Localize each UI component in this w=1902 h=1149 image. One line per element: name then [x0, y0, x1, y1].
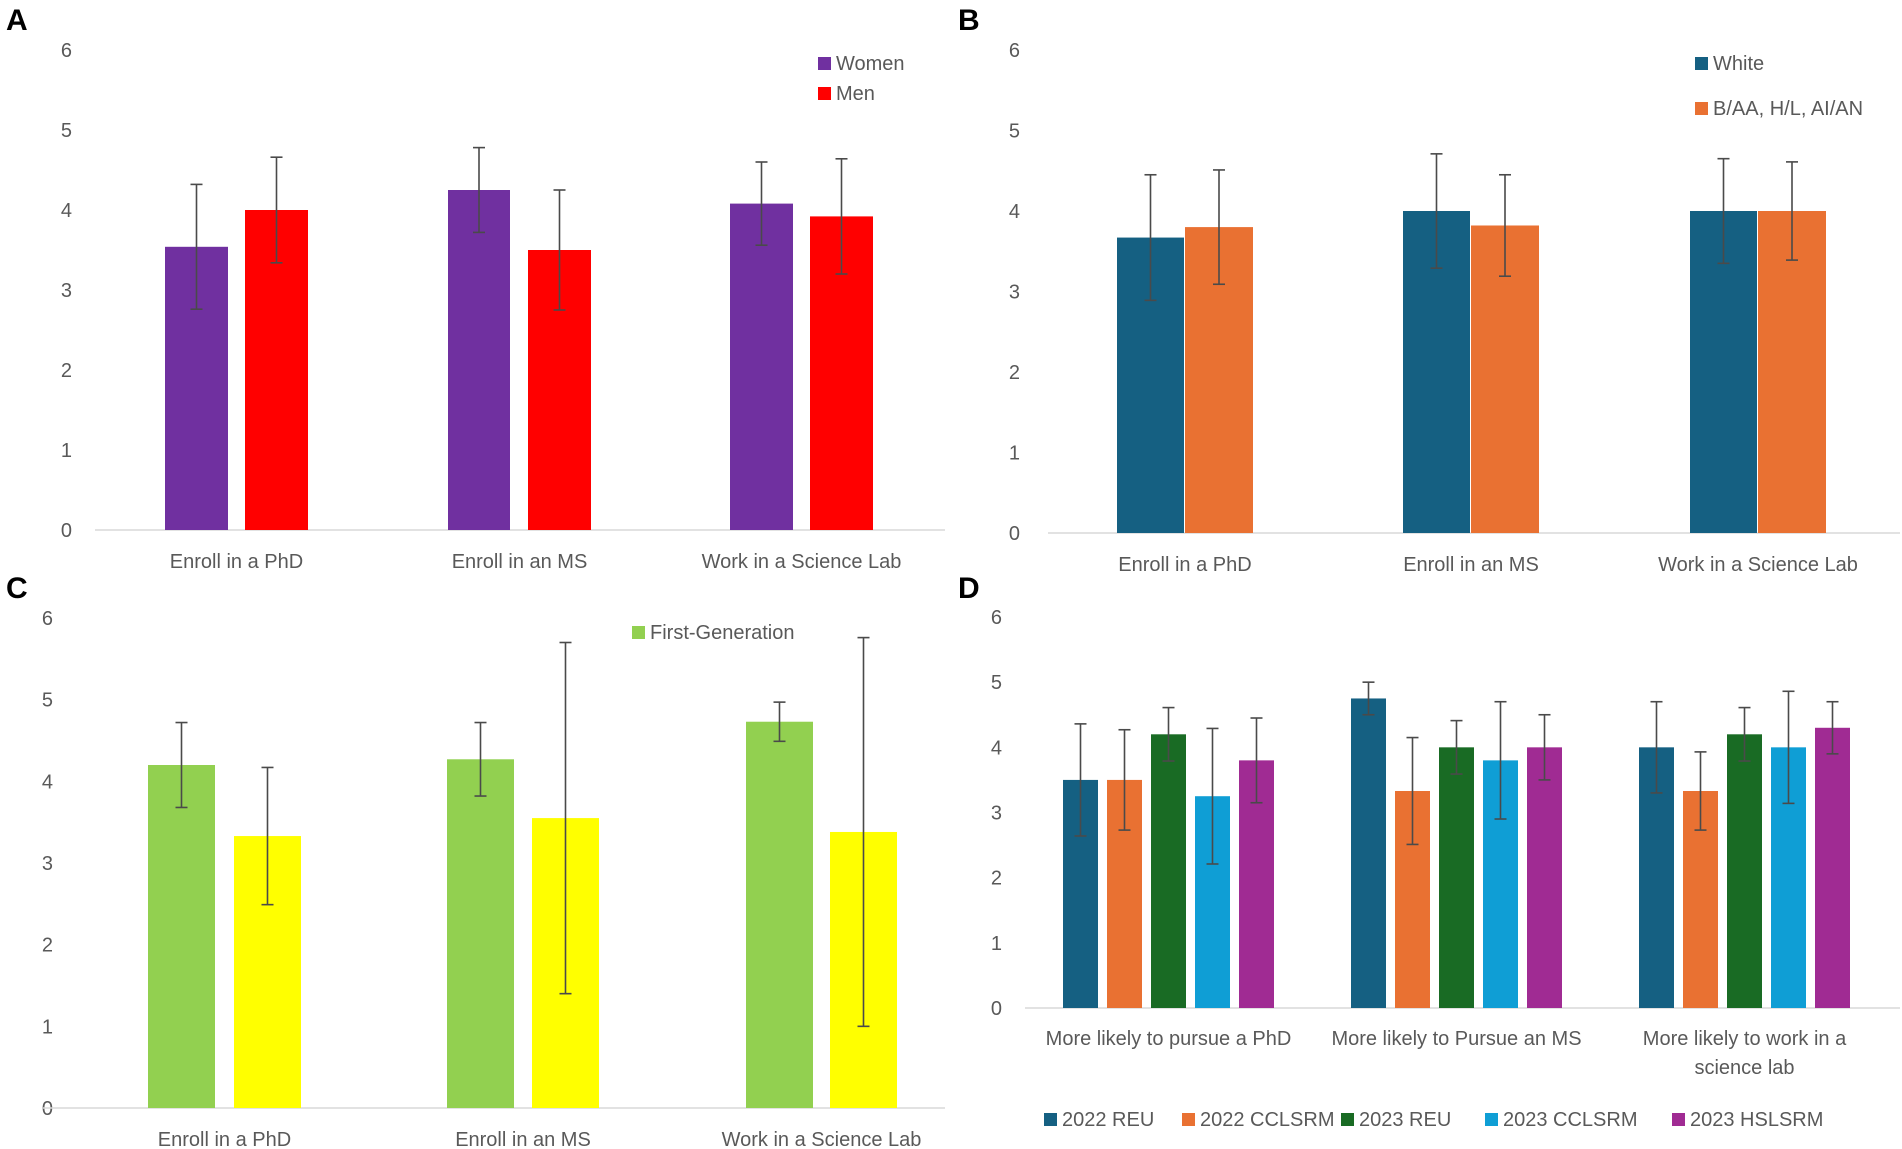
y-tick-label: 2 [991, 868, 1002, 890]
y-tick-label: 1 [42, 1016, 53, 1038]
y-tick-label: 3 [1009, 282, 1020, 304]
legend-label: 2022 REU [1062, 1109, 1154, 1131]
legend-label: White [1713, 53, 1764, 75]
y-tick-label: 5 [61, 120, 72, 142]
y-tick-label: 4 [1009, 201, 1020, 223]
legend-label: 2023 REU [1359, 1109, 1451, 1131]
y-tick-label: 0 [42, 1098, 53, 1120]
y-tick-label: 5 [991, 672, 1002, 694]
y-tick-label: 3 [991, 803, 1002, 825]
bar-first-generation-1 [148, 765, 215, 1108]
y-tick-label: 2 [61, 360, 72, 382]
legend-label: 2023 CCLSRM [1503, 1109, 1638, 1131]
y-tick-label: 5 [42, 690, 53, 712]
x-category-label: Enroll in a PhD [170, 551, 303, 573]
legend-swatch [1182, 1113, 1195, 1126]
y-tick-label: 5 [1009, 121, 1020, 143]
panel-c-chart: 0 1 2 3 4 5 6 Enroll in a PhD Enroll in an MS Wor… [42, 608, 945, 1149]
panel-label-d: D [958, 572, 980, 605]
y-tick-label: 0 [1009, 523, 1020, 545]
legend-swatch [818, 87, 831, 100]
x-category-label: Work in a Science Lab [1658, 554, 1858, 576]
legend-swatch [1485, 1113, 1498, 1126]
panel-label-a: A [6, 4, 28, 37]
bar-white-3 [1690, 211, 1757, 533]
y-tick-label: 4 [61, 200, 72, 222]
bar-first-generation-3 [746, 721, 813, 1108]
y-tick-label: 6 [1009, 40, 1020, 62]
x-category-label: science lab [1694, 1057, 1794, 1079]
y-tick-label: 2 [1009, 362, 1020, 384]
legend-label: Men [836, 83, 875, 105]
bar-2023-reu-1 [1151, 734, 1186, 1008]
y-tick-label: 0 [61, 520, 72, 542]
y-tick-label: 1 [1009, 443, 1020, 465]
y-tick-label: 0 [991, 998, 1002, 1020]
legend-swatch [632, 626, 645, 639]
y-tick-label: 4 [42, 771, 53, 793]
y-tick-label: 6 [42, 608, 53, 630]
y-tick-label: 1 [61, 440, 72, 462]
x-category-label: Enroll in a PhD [158, 1129, 291, 1149]
legend-label: B/AA, H/L, AI/AN [1713, 98, 1863, 120]
panel-b-chart: 0 1 2 3 4 5 6 Enroll in a PhD Enroll in an MS Wor… [1009, 40, 1900, 576]
bar-2023-reu-2 [1439, 747, 1474, 1008]
bar-2023-reu-3 [1727, 734, 1762, 1008]
bar-women-3 [730, 203, 793, 530]
bar-2023-hslsrm-2 [1527, 747, 1562, 1008]
bar-2023-hslsrm-3 [1815, 727, 1850, 1008]
y-tick-label: 1 [991, 933, 1002, 955]
x-category-label: Enroll in a PhD [1118, 554, 1251, 576]
panel-label-c: C [6, 572, 28, 605]
y-tick-label: 3 [42, 853, 53, 875]
legend-label: 2023 HSLSRM [1690, 1109, 1823, 1131]
legend-label: 2022 CCLSRM [1200, 1109, 1335, 1131]
bar-2022-reu-2 [1351, 698, 1386, 1008]
x-category-label: Enroll in an MS [452, 551, 588, 573]
y-tick-label: 4 [991, 737, 1002, 759]
y-tick-label: 6 [991, 607, 1002, 629]
y-tick-label: 2 [42, 935, 53, 957]
legend-swatch [1672, 1113, 1685, 1126]
legend-swatch [818, 57, 831, 70]
legend-swatch [1341, 1113, 1354, 1126]
bar-women-2 [448, 190, 510, 530]
x-category-label: More likely to pursue a PhD [1046, 1028, 1292, 1050]
y-tick-label: 6 [61, 40, 72, 62]
bar-first-generation-2 [447, 759, 514, 1108]
x-category-label: Work in a Science Lab [722, 1129, 922, 1149]
x-category-label: More likely to work in a [1643, 1028, 1847, 1050]
panel-label-b: B [958, 4, 980, 37]
x-category-label: More likely to Pursue an MS [1331, 1028, 1581, 1050]
panel-d-chart: 0 1 2 3 4 5 6 More likely to pursue a PhD More l… [991, 607, 1900, 1131]
y-tick-label: 3 [61, 280, 72, 302]
legend-swatch [1044, 1113, 1057, 1126]
x-category-label: Enroll in an MS [1403, 554, 1539, 576]
bar-b-aa-h-l-ai-an-3 [1758, 211, 1826, 533]
legend-swatch [1695, 57, 1708, 70]
legend-label: Women [836, 53, 905, 75]
panel-a-chart: 0 1 2 3 4 5 6 Enroll in a PhD Enroll in an MS Wor… [61, 40, 945, 573]
legend-swatch [1695, 102, 1708, 115]
x-category-label: Work in a Science Lab [702, 551, 902, 573]
x-category-label: Enroll in an MS [455, 1129, 591, 1149]
legend-label: First-Generation [650, 622, 795, 644]
